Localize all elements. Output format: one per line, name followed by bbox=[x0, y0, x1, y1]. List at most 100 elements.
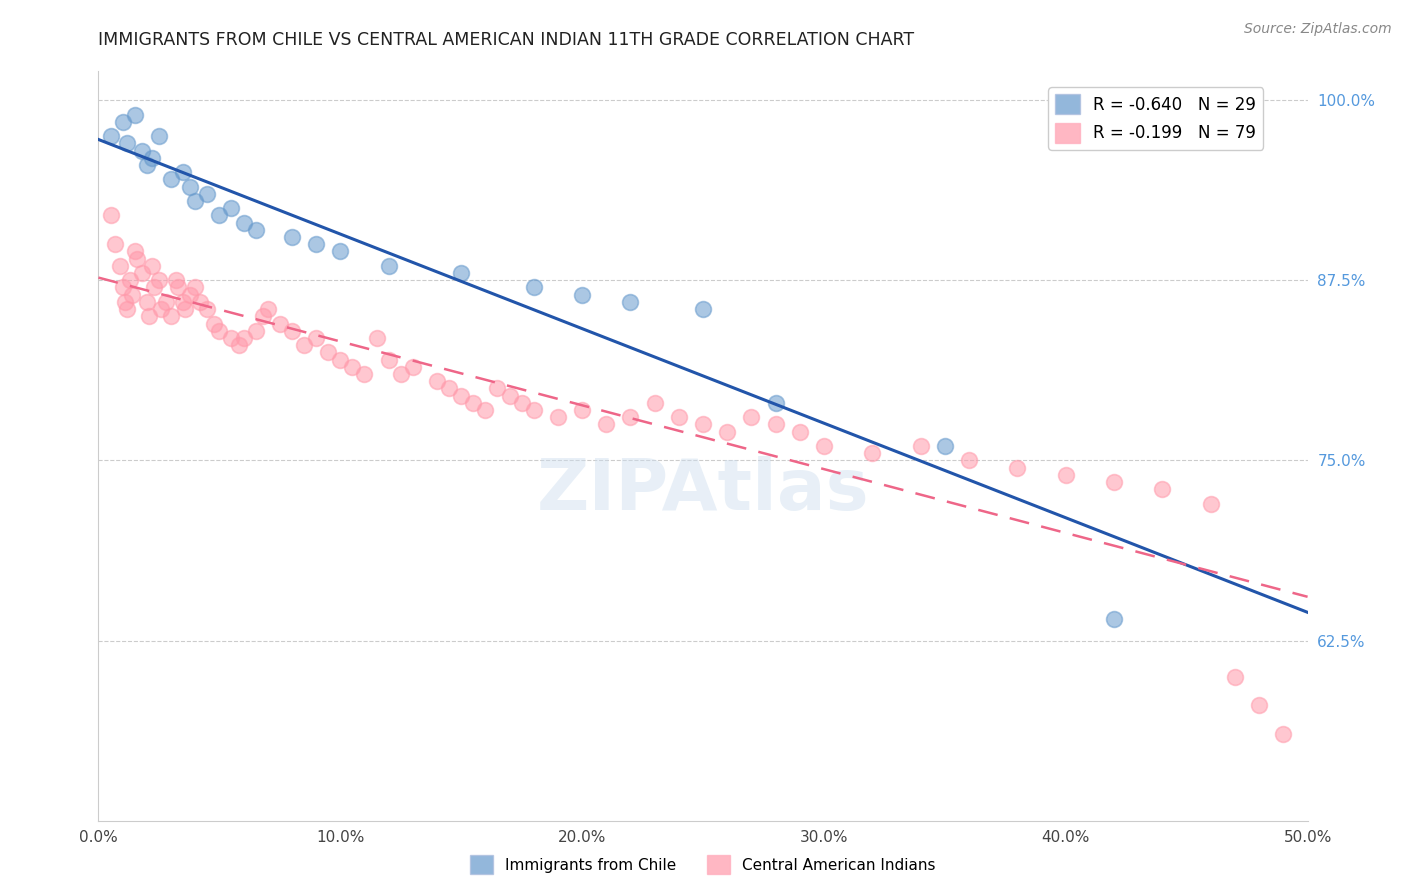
Point bbox=[167, 280, 190, 294]
Point bbox=[510, 396, 533, 410]
Point bbox=[329, 244, 352, 259]
Point bbox=[765, 396, 787, 410]
Point bbox=[474, 403, 496, 417]
Point bbox=[228, 338, 250, 352]
Point bbox=[172, 294, 194, 309]
Point bbox=[595, 417, 617, 432]
Point bbox=[547, 410, 569, 425]
Point bbox=[208, 209, 231, 223]
Point bbox=[366, 331, 388, 345]
Point bbox=[1054, 467, 1077, 482]
Point bbox=[765, 417, 787, 432]
Point bbox=[111, 115, 134, 129]
Point bbox=[1007, 460, 1029, 475]
Point bbox=[281, 230, 304, 244]
Point bbox=[184, 280, 207, 294]
Point bbox=[1249, 698, 1271, 713]
Point bbox=[342, 359, 364, 374]
Point bbox=[692, 302, 714, 317]
Point bbox=[256, 302, 278, 317]
Point bbox=[135, 294, 157, 309]
Point bbox=[165, 273, 187, 287]
Point bbox=[450, 388, 472, 402]
Point bbox=[204, 317, 226, 331]
Point bbox=[353, 367, 375, 381]
Point bbox=[789, 425, 811, 439]
Point bbox=[131, 144, 153, 158]
Point bbox=[402, 359, 425, 374]
Point bbox=[172, 165, 194, 179]
Point bbox=[450, 266, 472, 280]
Point bbox=[377, 259, 399, 273]
Point bbox=[195, 186, 218, 201]
Point bbox=[124, 244, 146, 259]
Point bbox=[100, 129, 122, 144]
Point bbox=[108, 259, 131, 273]
Point bbox=[957, 453, 980, 467]
Point bbox=[117, 302, 139, 317]
Point bbox=[305, 331, 328, 345]
Point bbox=[188, 294, 211, 309]
Point bbox=[910, 439, 932, 453]
Point bbox=[117, 136, 139, 151]
Point bbox=[668, 410, 690, 425]
Text: IMMIGRANTS FROM CHILE VS CENTRAL AMERICAN INDIAN 11TH GRADE CORRELATION CHART: IMMIGRANTS FROM CHILE VS CENTRAL AMERICA… bbox=[98, 31, 914, 49]
Point bbox=[437, 381, 460, 395]
Point bbox=[305, 237, 328, 252]
Legend: R = -0.640   N = 29, R = -0.199   N = 79: R = -0.640 N = 29, R = -0.199 N = 79 bbox=[1049, 87, 1263, 150]
Point bbox=[208, 324, 231, 338]
Point bbox=[1223, 669, 1246, 683]
Point bbox=[619, 410, 641, 425]
Point bbox=[174, 302, 197, 317]
Point bbox=[860, 446, 883, 460]
Point bbox=[1102, 475, 1125, 489]
Point bbox=[1102, 612, 1125, 626]
Point bbox=[692, 417, 714, 432]
Point bbox=[195, 302, 218, 317]
Point bbox=[138, 310, 160, 324]
Point bbox=[141, 259, 163, 273]
Point bbox=[114, 294, 136, 309]
Point bbox=[716, 425, 738, 439]
Point bbox=[141, 151, 163, 165]
Point bbox=[1272, 727, 1295, 741]
Point bbox=[245, 223, 267, 237]
Point bbox=[221, 331, 243, 345]
Point bbox=[121, 287, 143, 301]
Point bbox=[619, 294, 641, 309]
Point bbox=[179, 287, 201, 301]
Point bbox=[571, 403, 593, 417]
Point bbox=[1152, 482, 1174, 496]
Point bbox=[124, 107, 146, 121]
Legend: Immigrants from Chile, Central American Indians: Immigrants from Chile, Central American … bbox=[464, 849, 942, 880]
Point bbox=[389, 367, 412, 381]
Point bbox=[104, 237, 127, 252]
Point bbox=[523, 403, 546, 417]
Text: Source: ZipAtlas.com: Source: ZipAtlas.com bbox=[1244, 22, 1392, 37]
Point bbox=[184, 194, 207, 208]
Point bbox=[155, 294, 177, 309]
Point bbox=[232, 216, 254, 230]
Point bbox=[740, 410, 762, 425]
Point bbox=[463, 396, 485, 410]
Point bbox=[221, 201, 243, 215]
Point bbox=[135, 158, 157, 172]
Point bbox=[143, 280, 166, 294]
Point bbox=[426, 374, 449, 388]
Point bbox=[100, 209, 122, 223]
Point bbox=[269, 317, 291, 331]
Point bbox=[813, 439, 835, 453]
Point bbox=[150, 302, 173, 317]
Point bbox=[111, 280, 134, 294]
Point bbox=[160, 172, 183, 186]
Point bbox=[281, 324, 304, 338]
Point bbox=[1199, 497, 1222, 511]
Point bbox=[377, 352, 399, 367]
Point bbox=[127, 252, 149, 266]
Point bbox=[179, 179, 201, 194]
Point bbox=[118, 273, 141, 287]
Point bbox=[523, 280, 546, 294]
Point bbox=[131, 266, 153, 280]
Point bbox=[934, 439, 956, 453]
Text: ZIPAtlas: ZIPAtlas bbox=[537, 457, 869, 525]
